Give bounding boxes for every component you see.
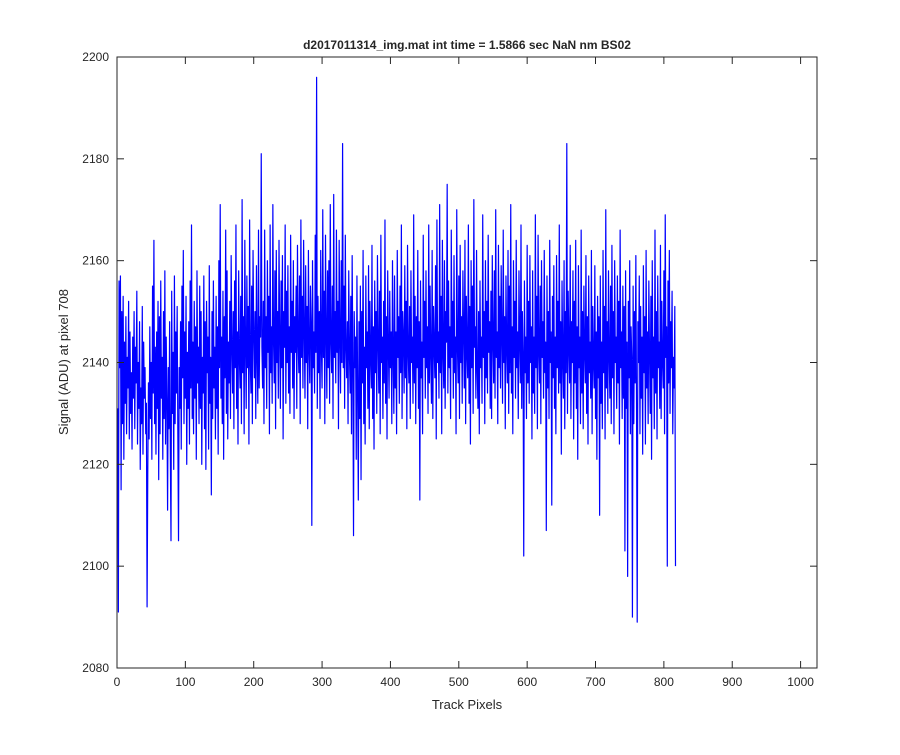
series-layer xyxy=(117,76,677,623)
y-tick-label: 2160 xyxy=(82,254,109,268)
x-tick-label: 800 xyxy=(654,675,674,689)
x-tick-label: 600 xyxy=(517,675,537,689)
x-tick-label: 200 xyxy=(244,675,264,689)
y-tick-label: 2080 xyxy=(82,661,109,675)
y-tick-label: 2180 xyxy=(82,152,109,166)
ticks-layer: 0 100 200 300 400 500 600 700 800 900 1000 2080 2100… xyxy=(82,50,817,689)
y-tick-label: 2200 xyxy=(82,50,109,64)
x-tick-label: 700 xyxy=(586,675,606,689)
y-tick-label: 2140 xyxy=(82,356,109,370)
chart-title: d2017011314_img.mat int time = 1.5866 se… xyxy=(303,38,631,52)
series-line-1 xyxy=(117,76,677,623)
x-tick-label: 0 xyxy=(114,675,121,689)
y-tick-label: 2120 xyxy=(82,457,109,471)
x-tick-label: 1000 xyxy=(787,675,814,689)
x-tick-label: 500 xyxy=(449,675,469,689)
x-tick-label: 900 xyxy=(722,675,742,689)
y-axis-label: Signal (ADU) at pixel 708 xyxy=(56,289,71,435)
x-tick-label: 300 xyxy=(312,675,332,689)
x-tick-label: 100 xyxy=(175,675,195,689)
x-axis-label: Track Pixels xyxy=(432,697,503,712)
y-tick-label: 2100 xyxy=(82,559,109,573)
x-tick-label: 400 xyxy=(380,675,400,689)
